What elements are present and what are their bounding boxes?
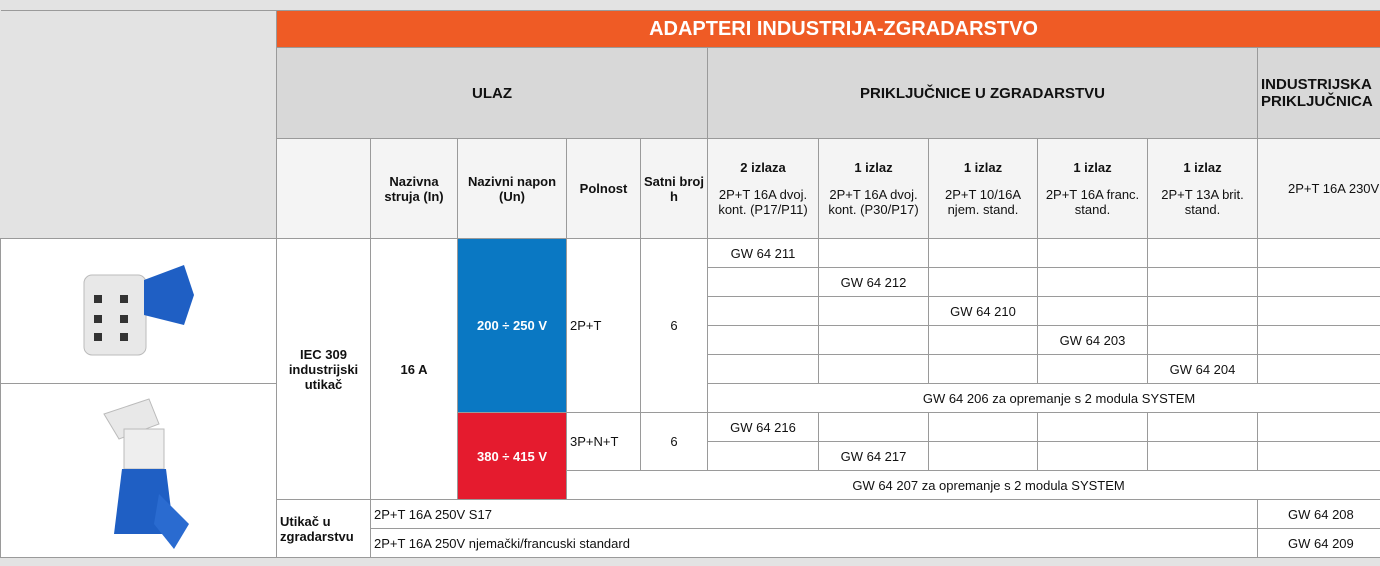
polarity-cell: 3P+N+T bbox=[567, 413, 641, 471]
plug-icon bbox=[74, 384, 204, 554]
code-cell: GW 64 204 bbox=[1148, 355, 1258, 384]
polarity-cell: 2P+T bbox=[567, 239, 641, 413]
product-image bbox=[1, 384, 277, 558]
hours-cell: 6 bbox=[641, 413, 708, 471]
desc-cell: 2P+T 16A 250V S17 bbox=[371, 500, 1258, 529]
empty-cell bbox=[819, 297, 929, 326]
empty-cell bbox=[1258, 297, 1380, 326]
code-cell: GW 64 216 bbox=[708, 413, 819, 442]
empty-cell bbox=[1038, 268, 1148, 297]
system-cell: GW 64 206 za opremanje s 2 modula SYSTEM bbox=[708, 384, 1380, 413]
empty-cell bbox=[1258, 442, 1380, 471]
empty-cell bbox=[1038, 297, 1148, 326]
column-header: Polnost bbox=[567, 139, 641, 239]
group-header: PRIKLJUČNICE U ZGRADARSTVU bbox=[708, 48, 1258, 139]
empty-cell bbox=[819, 355, 929, 384]
column-header: 2P+T 16A 230V 6h bbox=[1258, 139, 1380, 239]
empty-cell bbox=[819, 413, 929, 442]
row-header: IEC 309 industrijski utikač bbox=[277, 239, 371, 500]
outlet-header: 2 izlaza 2P+T 16A dvoj. kont. (P17/P11) bbox=[708, 139, 819, 239]
empty-cell bbox=[1038, 355, 1148, 384]
outlet-count: 1 izlaz bbox=[932, 160, 1034, 175]
empty-cell bbox=[1148, 268, 1258, 297]
empty-cell bbox=[708, 326, 819, 355]
empty-cell bbox=[1038, 442, 1148, 471]
empty-cell bbox=[1148, 442, 1258, 471]
outlet-header: 1 izlaz 2P+T 16A dvoj. kont. (P30/P17) bbox=[819, 139, 929, 239]
empty-cell bbox=[1148, 297, 1258, 326]
product-image bbox=[1, 239, 277, 384]
empty-cell bbox=[1148, 239, 1258, 268]
outlet-count: 1 izlaz bbox=[1151, 160, 1254, 175]
table-title: ADAPTERI INDUSTRIJA-ZGRADARSTVO bbox=[277, 11, 1380, 48]
outlet-header: 1 izlaz 2P+T 10/16A njem. stand. bbox=[929, 139, 1038, 239]
outlet-header: 1 izlaz 2P+T 16A franc. stand. bbox=[1038, 139, 1148, 239]
code-cell: GW 64 203 bbox=[1038, 326, 1148, 355]
code-cell: GW 64 212 bbox=[819, 268, 929, 297]
empty-cell bbox=[929, 442, 1038, 471]
code-cell: GW 64 217 bbox=[819, 442, 929, 471]
empty-cell bbox=[708, 442, 819, 471]
empty-cell bbox=[708, 297, 819, 326]
outlet-desc: 2P+T 13A brit. stand. bbox=[1161, 187, 1244, 217]
outlet-desc: 2P+T 10/16A njem. stand. bbox=[945, 187, 1021, 217]
empty-cell bbox=[929, 413, 1038, 442]
desc-cell: 2P+T 16A 250V njemački/francuski standar… bbox=[371, 529, 1258, 558]
empty-cell bbox=[1258, 355, 1380, 384]
empty-cell bbox=[1258, 268, 1380, 297]
empty-cell bbox=[819, 326, 929, 355]
outlet-header: 1 izlaz 2P+T 13A brit. stand. bbox=[1148, 139, 1258, 239]
empty-cell bbox=[929, 268, 1038, 297]
outlet-desc: 2P+T 16A dvoj. kont. (P17/P11) bbox=[718, 187, 807, 217]
voltage-cell: 200 ÷ 250 V bbox=[458, 239, 567, 413]
column-header: Nazivna struja (In) bbox=[371, 139, 458, 239]
outlet-count: 2 izlaza bbox=[711, 160, 815, 175]
empty-cell bbox=[1148, 413, 1258, 442]
code-cell: GW 64 211 bbox=[708, 239, 819, 268]
system-cell: GW 64 207 za opremanje s 2 modula SYSTEM bbox=[567, 471, 1380, 500]
outlet-desc: 2P+T 16A dvoj. kont. (P30/P17) bbox=[828, 187, 918, 217]
empty-cell bbox=[1038, 413, 1148, 442]
current-cell: 16 A bbox=[371, 239, 458, 500]
empty-cell bbox=[1258, 413, 1380, 442]
empty-cell bbox=[708, 268, 819, 297]
empty-cell bbox=[819, 239, 929, 268]
code-cell: GW 64 208 bbox=[1258, 500, 1380, 529]
outlet-count: 1 izlaz bbox=[822, 160, 925, 175]
empty-cell bbox=[1148, 326, 1258, 355]
empty-cell bbox=[1258, 326, 1380, 355]
code-cell: GW 64 210 bbox=[929, 297, 1038, 326]
column-header: Nazivni napon (Un) bbox=[458, 139, 567, 239]
empty-cell bbox=[929, 355, 1038, 384]
group-header: ULAZ bbox=[277, 48, 708, 139]
empty-cell bbox=[1258, 239, 1380, 268]
product-table: ADAPTERI INDUSTRIJA-ZGRADARSTVO ULAZ PRI… bbox=[0, 10, 1380, 558]
voltage-cell: 380 ÷ 415 V bbox=[458, 413, 567, 500]
empty-cell bbox=[929, 326, 1038, 355]
blank-cell bbox=[1, 11, 277, 239]
empty-cell bbox=[929, 239, 1038, 268]
empty-cell bbox=[1038, 239, 1148, 268]
outlet-desc: 2P+T 16A franc. stand. bbox=[1046, 187, 1139, 217]
group-header: INDUSTRIJSKA PRIKLJUČNICA bbox=[1258, 48, 1380, 139]
hours-cell: 6 bbox=[641, 239, 708, 413]
plug-icon bbox=[74, 255, 204, 365]
empty-cell bbox=[708, 355, 819, 384]
code-cell: GW 64 209 bbox=[1258, 529, 1380, 558]
blank-cell bbox=[277, 139, 371, 239]
outlet-count: 1 izlaz bbox=[1041, 160, 1144, 175]
column-header: Satni broj h bbox=[641, 139, 708, 239]
row-header: Utikač u zgradarstvu bbox=[277, 500, 371, 558]
page: ADAPTERI INDUSTRIJA-ZGRADARSTVO ULAZ PRI… bbox=[0, 0, 1380, 566]
